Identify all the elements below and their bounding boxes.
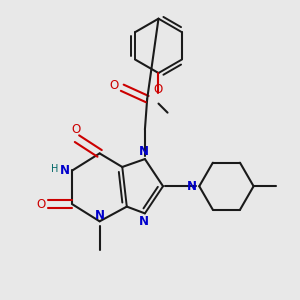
Text: N: N <box>60 164 70 177</box>
Text: O: O <box>154 83 163 96</box>
Text: N: N <box>139 214 149 227</box>
Text: O: O <box>36 198 45 211</box>
Text: H: H <box>52 164 59 174</box>
Text: O: O <box>110 79 119 92</box>
Text: N: N <box>139 145 149 158</box>
Text: O: O <box>71 123 80 136</box>
Text: N: N <box>187 180 197 193</box>
Text: N: N <box>94 209 105 223</box>
